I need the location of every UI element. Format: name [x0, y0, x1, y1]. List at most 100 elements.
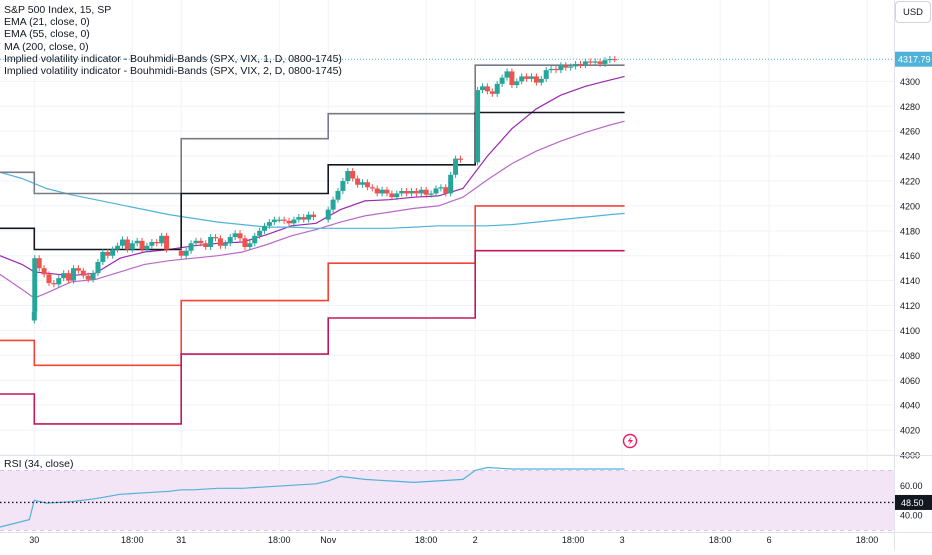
legend-bands-2[interactable]: Implied volatility indicator - Bouhmidi-…: [4, 65, 342, 78]
candle: [208, 237, 214, 248]
candle: [602, 60, 608, 64]
candle: [100, 251, 106, 262]
candle: [203, 243, 209, 248]
rsi-tick-label: 40.00: [900, 511, 923, 521]
candle: [154, 242, 160, 244]
candle: [533, 76, 539, 83]
candle: [110, 249, 116, 256]
grid-lines: [0, 0, 894, 531]
candle: [31, 311, 37, 321]
candle: [457, 158, 463, 160]
candle: [335, 190, 341, 200]
candle: [266, 222, 272, 226]
candle: [519, 76, 525, 82]
candle: [384, 189, 390, 194]
candle: [350, 171, 356, 179]
candle: [509, 71, 515, 86]
series-line-band2_lower: [0, 249, 625, 425]
lightning-icon[interactable]: [622, 433, 638, 449]
candle: [227, 237, 233, 244]
candle: [286, 220, 292, 224]
candle: [306, 214, 312, 220]
price-tick-label: 4040: [900, 401, 920, 411]
rsi-legend[interactable]: RSI (34, close): [4, 458, 74, 470]
candle: [504, 71, 510, 78]
time-tick-label: 30: [29, 535, 39, 545]
candle: [139, 240, 145, 250]
time-tick-label: 18:00: [562, 535, 585, 545]
time-tick-label: 18:00: [856, 535, 879, 545]
candle: [75, 268, 81, 271]
candle: [514, 81, 520, 86]
candle: [379, 189, 385, 194]
candle: [119, 239, 125, 246]
candle: [311, 214, 317, 218]
rsi-band-background: [0, 470, 894, 530]
candle: [51, 283, 57, 285]
legend-ema55[interactable]: EMA (55, close, 0): [4, 28, 90, 41]
price-tick-label: 4060: [900, 376, 920, 386]
candle: [36, 258, 42, 269]
price-tick-label: 4260: [900, 127, 920, 137]
candle: [484, 86, 490, 92]
candle: [577, 63, 583, 66]
candle: [90, 273, 96, 280]
candle: [369, 187, 375, 189]
candle: [301, 217, 307, 220]
candle: [61, 273, 67, 279]
candle: [330, 199, 336, 210]
candle: [129, 243, 135, 250]
candle: [149, 242, 155, 246]
candle: [296, 217, 302, 220]
candle: [134, 240, 140, 244]
candle: [592, 61, 598, 63]
candles-layer: [31, 55, 618, 324]
candle: [271, 219, 277, 223]
candle: [408, 190, 414, 194]
rsi-badge-bg: [895, 494, 932, 510]
price-tick-label: 4240: [900, 152, 920, 162]
candle: [448, 174, 454, 194]
lightning-icon-ring: [622, 433, 638, 449]
candle: [124, 239, 130, 250]
candle: [499, 77, 505, 84]
candle: [80, 270, 86, 276]
candle: [582, 61, 588, 66]
time-tick-label: 18:00: [415, 535, 438, 545]
legend-symbol[interactable]: S&P 500 Index, 15, SP: [4, 4, 112, 16]
candle: [543, 70, 549, 79]
candle: [70, 268, 76, 281]
candle: [291, 219, 297, 224]
legend-bands-1[interactable]: Implied volatility indicator - Bouhmidi-…: [4, 52, 342, 65]
legend-ema21[interactable]: EMA (21, close, 0): [4, 16, 90, 29]
rsi-tick-label: 60.00: [900, 481, 923, 491]
candle: [276, 219, 282, 221]
candle: [217, 238, 223, 246]
legend-ma200[interactable]: MA (200, close, 0): [4, 40, 89, 53]
candle: [355, 178, 361, 185]
candle: [193, 240, 199, 244]
series-line-band1_upper: [0, 64, 625, 195]
candle: [340, 181, 346, 191]
candle: [404, 190, 410, 194]
candle: [325, 209, 331, 220]
chart-legend: S&P 500 Index, 15, SP EMA (21, close, 0)…: [4, 4, 342, 77]
candle: [394, 193, 400, 198]
rsi-badge: 48.50: [901, 498, 924, 508]
price-tick-label: 4300: [900, 77, 920, 87]
candle: [553, 68, 559, 71]
candle: [164, 235, 170, 250]
candle: [428, 193, 434, 195]
candle: [480, 86, 486, 91]
candle: [374, 188, 380, 194]
currency-button[interactable]: USD: [895, 1, 931, 23]
time-tick-label: 18:00: [709, 535, 732, 545]
candle: [413, 190, 419, 194]
candle: [257, 230, 263, 236]
time-tick-label: 18:00: [268, 535, 291, 545]
candle: [252, 235, 258, 244]
candle: [237, 233, 243, 239]
